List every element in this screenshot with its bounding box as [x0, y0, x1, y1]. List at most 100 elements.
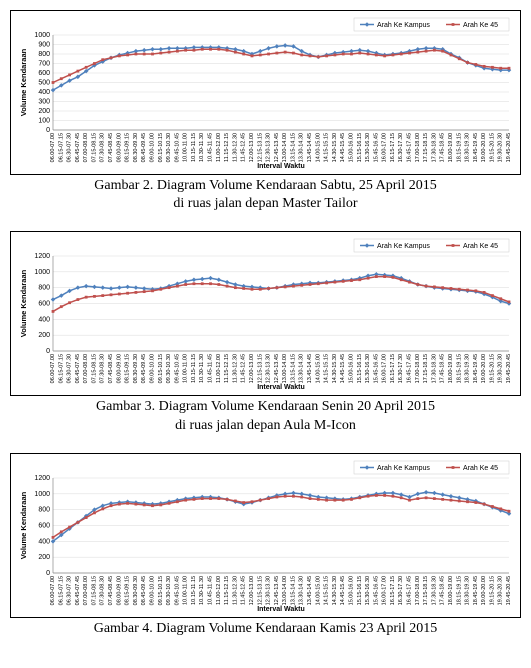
- series-a45-marker: [184, 499, 187, 502]
- series-a45-marker: [499, 507, 502, 510]
- legend-a45-marker: [452, 466, 455, 469]
- series-a45-marker: [383, 55, 386, 58]
- series-a45-marker: [375, 276, 378, 279]
- x-tick-label: 11.15-12.15: [224, 133, 230, 162]
- series-a45-marker: [242, 501, 245, 504]
- x-tick-label: 06.15-07.15: [58, 133, 64, 162]
- series-a45-marker: [342, 280, 345, 283]
- series-a45-marker: [483, 291, 486, 294]
- x-tick-label: 06.00-07.00: [50, 133, 56, 162]
- series-a45-marker: [85, 296, 88, 299]
- series-a45-marker: [284, 495, 287, 498]
- x-tick-label: 17.00-18.00: [415, 354, 421, 383]
- y-tick-label: 400: [38, 89, 50, 96]
- x-tick-label: 15.15-16.15: [357, 354, 363, 383]
- x-tick-label: 14.30-15.30: [332, 354, 338, 383]
- traffic-chart-0: 0100200300400500600700800900100006.00-07…: [15, 15, 515, 170]
- x-tick-label: 19.45-20.45: [506, 133, 512, 162]
- x-tick-label: 16.00-17.00: [382, 354, 388, 383]
- series-a45-marker: [491, 66, 494, 69]
- x-tick-label: 07.15-08.15: [91, 133, 97, 162]
- y-tick-label: 400: [38, 538, 50, 545]
- chart-block-0: 0100200300400500600700800900100006.00-07…: [10, 10, 521, 213]
- x-tick-label: 19.45-20.45: [506, 576, 512, 605]
- series-a45-marker: [392, 495, 395, 498]
- series-a45-marker: [317, 55, 320, 58]
- series-a45-marker: [143, 53, 146, 56]
- x-tick-label: 15.00-16.00: [348, 576, 354, 605]
- series-a45-marker: [135, 53, 138, 56]
- x-tick-label: 09.45-10.45: [174, 133, 180, 162]
- x-tick-label: 09.45-10.45: [174, 576, 180, 605]
- x-tick-label: 08.00-09.00: [116, 133, 122, 162]
- x-tick-label: 17.30-18.30: [431, 133, 437, 162]
- series-a45-marker: [259, 288, 262, 291]
- x-tick-label: 19.15-20.15: [489, 576, 495, 605]
- series-a45-marker: [450, 287, 453, 290]
- chart-block-2: 02004006008001000120006.00-07.0006.15-07…: [10, 453, 521, 638]
- series-a45-marker: [466, 500, 469, 503]
- legend-a45-label: Arah Ke 45: [463, 22, 498, 29]
- series-a45-marker: [234, 51, 237, 54]
- series-a45-marker: [68, 74, 71, 77]
- x-tick-label: 18.45-19.45: [473, 133, 479, 162]
- x-axis-title: Interval Waktu: [257, 384, 305, 391]
- series-a45-marker: [126, 502, 129, 505]
- x-tick-label: 14.00-15.00: [315, 354, 321, 383]
- series-a45-marker: [234, 499, 237, 502]
- series-a45-marker: [135, 502, 138, 505]
- x-tick-label: 08.15-09.15: [125, 354, 131, 383]
- x-tick-label: 16.45-17.45: [407, 576, 413, 605]
- series-a45-marker: [416, 497, 419, 500]
- series-a45-marker: [151, 53, 154, 56]
- x-tick-label: 10.45-11.45: [208, 354, 214, 383]
- x-tick-label: 17.15-18.15: [423, 576, 429, 605]
- series-a45-marker: [342, 499, 345, 502]
- series-a45-marker: [383, 276, 386, 279]
- x-tick-label: 19.45-20.45: [506, 354, 512, 383]
- x-tick-label: 16.45-17.45: [407, 133, 413, 162]
- series-a45-marker: [350, 53, 353, 56]
- series-a45-marker: [441, 50, 444, 53]
- x-tick-label: 10.30-11.30: [199, 133, 205, 162]
- x-tick-label: 08.45-09.45: [141, 576, 147, 605]
- x-tick-label: 08.00-09.00: [116, 354, 122, 383]
- y-tick-label: 1000: [34, 269, 50, 276]
- series-a45-marker: [292, 52, 295, 55]
- x-tick-label: 07.15-08.15: [91, 354, 97, 383]
- x-tick-label: 08.30-09.30: [133, 133, 139, 162]
- series-a45-marker: [416, 51, 419, 54]
- series-a45-marker: [118, 293, 121, 296]
- x-tick-label: 17.45-18.45: [440, 354, 446, 383]
- series-a45-marker: [118, 55, 121, 58]
- series-a45-marker: [267, 497, 270, 500]
- series-a45-marker: [450, 499, 453, 502]
- x-tick-label: 13.30-14.30: [299, 354, 305, 383]
- series-a45-marker: [425, 50, 428, 53]
- x-tick-label: 17.30-18.30: [431, 354, 437, 383]
- x-tick-label: 07.30-08.30: [100, 354, 106, 383]
- series-a45-marker: [143, 503, 146, 506]
- x-tick-label: 18.45-19.45: [473, 576, 479, 605]
- series-a45-marker: [68, 302, 71, 305]
- x-tick-label: 18.00-19.00: [448, 133, 454, 162]
- series-a45-marker: [408, 499, 411, 502]
- x-tick-label: 15.30-16.30: [365, 133, 371, 162]
- x-tick-label: 19.30-20.30: [498, 133, 504, 162]
- series-a45-marker: [466, 289, 469, 292]
- series-a45-marker: [159, 503, 162, 506]
- y-tick-label: 600: [38, 522, 50, 529]
- x-tick-label: 09.45-10.45: [174, 354, 180, 383]
- series-a45-marker: [400, 279, 403, 282]
- x-tick-label: 13.00-14.00: [282, 576, 288, 605]
- x-tick-label: 06.30-07.30: [67, 133, 73, 162]
- series-a45-marker: [358, 52, 361, 55]
- series-a45-marker: [135, 291, 138, 294]
- series-a45-marker: [52, 81, 55, 84]
- series-a45-marker: [400, 496, 403, 499]
- series-a45-marker: [143, 291, 146, 294]
- caption-line1: Gambar 3. Diagram Volume Kendaraan Senin…: [10, 398, 521, 416]
- series-a45-marker: [52, 536, 55, 539]
- x-tick-label: 06.15-07.15: [58, 576, 64, 605]
- y-tick-label: 900: [38, 42, 50, 49]
